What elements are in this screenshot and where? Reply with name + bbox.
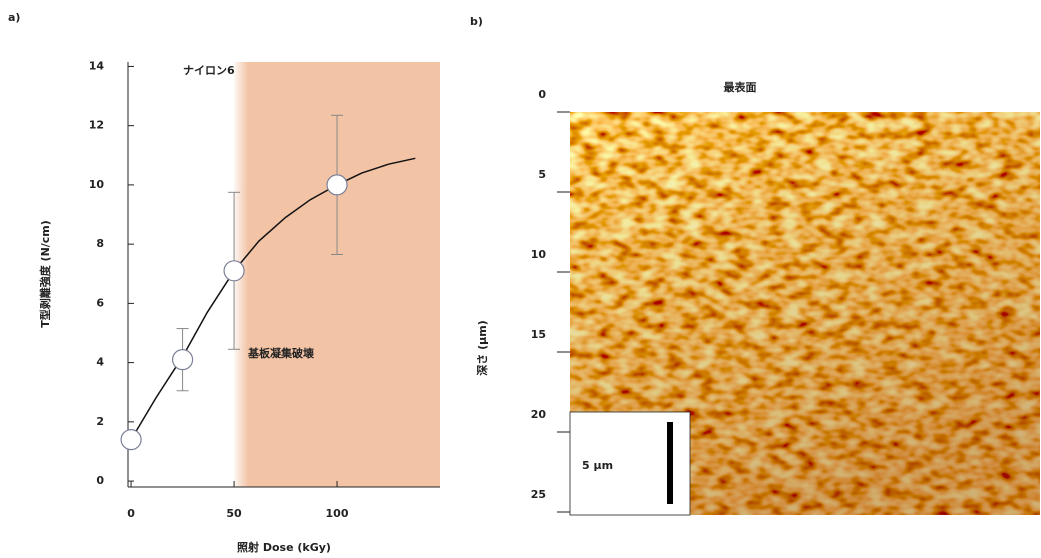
data-point [326, 174, 348, 196]
panel-label: a) [8, 11, 20, 24]
x-tick-label: 100 [326, 507, 349, 520]
image-title: 最表面 [724, 80, 757, 94]
x-tick-label: 50 [226, 507, 242, 520]
y-tick-label: 2 [96, 415, 104, 428]
y-tick-label: 5 [538, 168, 546, 181]
y-axis-label: 深さ (μm) [475, 320, 489, 375]
data-point [223, 260, 245, 282]
data-point [171, 349, 194, 371]
annotation: ナイロン6 [183, 64, 235, 77]
y-tick-label: 0 [96, 474, 104, 487]
y-tick-label: 0 [538, 88, 546, 101]
y-tick-label: 14 [89, 59, 105, 72]
y-tick-label: 4 [96, 356, 104, 369]
panel-label: b) [470, 15, 483, 28]
scale-bar-label: 5 μm [582, 459, 613, 472]
region-label: 基板凝集破壊 [247, 346, 315, 360]
panel-b: b) 最表面 0 5 10 15 20 25 深さ (μm) 5 μm [470, 15, 1040, 516]
y-tick-label: 25 [531, 488, 546, 501]
y-tick-label: 6 [96, 296, 104, 309]
scale-bar [667, 422, 673, 504]
y-tick-label: 15 [531, 328, 546, 341]
y-tick-label: 8 [96, 237, 104, 250]
y-tick-label: 20 [531, 408, 547, 421]
x-tick-label: 0 [127, 507, 135, 520]
y-axis-label: T型剥離強度 (N/cm) [38, 220, 52, 328]
data-point [120, 429, 142, 451]
panel-a: a) 0 2 4 6 8 10 12 14 0 50 100 照射 Dose (kGy) T型剥離強度 (… [8, 11, 440, 554]
y-tick-label: 10 [89, 178, 105, 191]
y-tick-label: 12 [89, 119, 104, 132]
x-axis-label: 照射 Dose (kGy) [237, 540, 331, 554]
y-tick-label: 10 [531, 248, 547, 261]
